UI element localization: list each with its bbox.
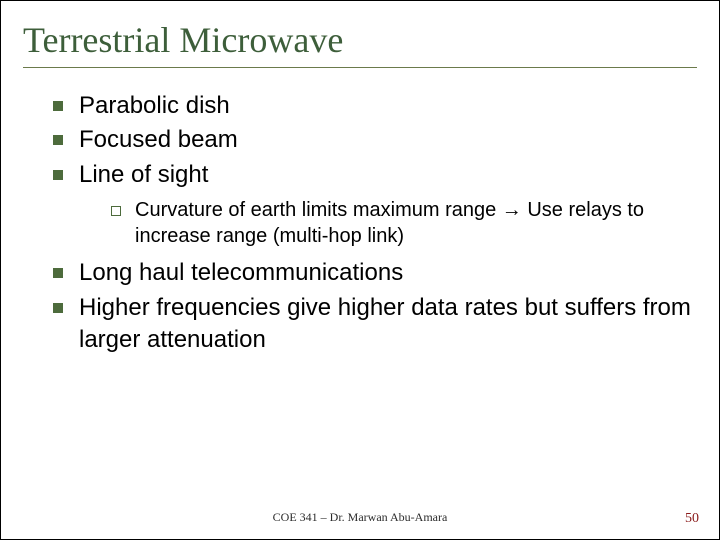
footer-text: COE 341 – Dr. Marwan Abu-Amara	[1, 510, 719, 525]
slide-number: 50	[685, 511, 699, 527]
sub-bullet-list: Curvature of earth limits maximum range …	[79, 197, 697, 249]
bullet-list: Parabolic dish Focused beam Line of sigh…	[53, 90, 697, 356]
slide-title: Terrestrial Microwave	[23, 19, 697, 68]
bullet-item: Parabolic dish	[53, 90, 697, 122]
sub-bullet-item: Curvature of earth limits maximum range …	[85, 197, 697, 249]
bullet-item: Line of sight Curvature of earth limits …	[53, 159, 697, 249]
bullet-text: Line of sight	[79, 161, 208, 188]
slide-content: Parabolic dish Focused beam Line of sigh…	[23, 90, 697, 356]
bullet-item: Focused beam	[53, 124, 697, 156]
bullet-item: Long haul telecommunications	[53, 257, 697, 289]
bullet-item: Higher frequencies give higher data rate…	[53, 292, 697, 357]
slide: Terrestrial Microwave Parabolic dish Foc…	[1, 1, 719, 539]
